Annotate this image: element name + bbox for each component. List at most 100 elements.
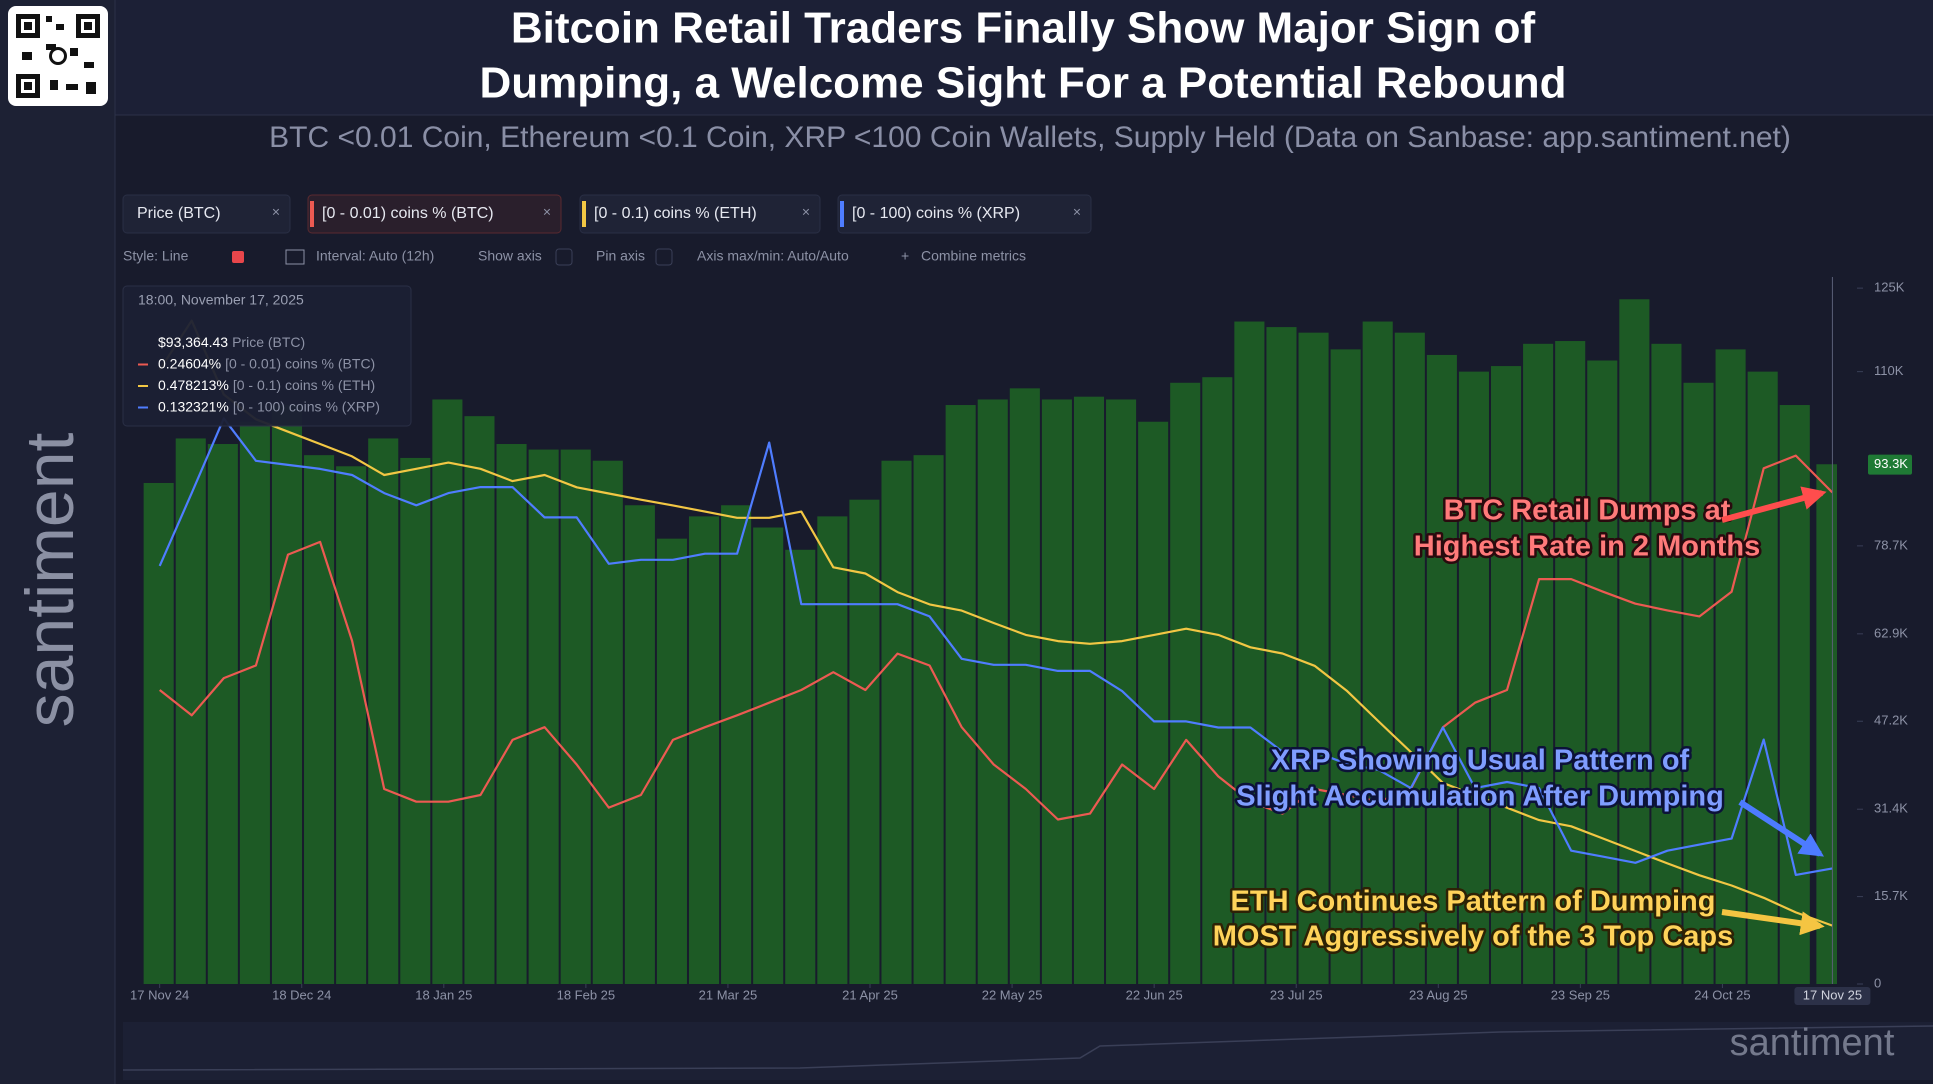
tooltip <box>122 285 412 427</box>
plot-area <box>143 299 1837 984</box>
color-swatch[interactable] <box>232 251 244 263</box>
y-tick-label: 110K <box>1874 363 1904 378</box>
series-line <box>158 417 1833 876</box>
bar <box>1555 341 1586 984</box>
bar <box>1587 360 1618 984</box>
bar <box>1298 332 1329 984</box>
bar <box>977 399 1008 984</box>
y-tick-label: 31.4K <box>1874 801 1908 816</box>
bar <box>881 460 912 984</box>
bar <box>1362 321 1393 984</box>
y-tick-label: 15.7K <box>1874 888 1908 903</box>
bar <box>368 438 399 984</box>
legend-close: × <box>802 204 810 220</box>
bar <box>913 455 944 984</box>
toolbar-item[interactable]: Combine metrics <box>921 248 1026 264</box>
legend-tab[interactable] <box>122 194 291 234</box>
tooltip-series: [0 - 0.01) coins % (BTC) <box>225 355 375 371</box>
x-tick-label: 17 Nov 24 <box>130 987 189 1002</box>
watermark: santiment <box>12 432 88 727</box>
annotations: BTC Retail Dumps at Highest Rate in 2 Mo… <box>1210 486 1827 955</box>
subtitle: BTC <0.01 Coin, Ethereum <0.1 Coin, XRP … <box>269 121 1791 154</box>
bar <box>1458 371 1489 984</box>
header-background <box>0 0 1933 115</box>
tooltip-value: 0.24604% <box>158 355 221 371</box>
bar <box>817 516 848 984</box>
y-tick-label: 0 <box>1874 975 1881 990</box>
tooltip-row: 0.24604% [0 - 0.01) coins % (BTC) <box>158 355 375 371</box>
bar <box>945 405 976 984</box>
toolbar-item[interactable]: Interval: Auto (12h) <box>316 248 434 264</box>
tooltip-value: 0.478213% <box>158 377 229 393</box>
bar <box>304 455 335 984</box>
x-tick-label: 24 Oct 25 <box>1694 987 1750 1002</box>
annotation-arrow <box>1721 909 1825 936</box>
annotation-text: Slight Accumulation After Dumping <box>1236 781 1724 813</box>
bar <box>528 449 559 984</box>
tooltip-row: 0.132321% [0 - 100) coins % (XRP) <box>158 398 380 414</box>
cursor-label-box <box>1794 987 1871 1005</box>
tooltip-series: Price (BTC) <box>232 334 305 350</box>
toolbar-item[interactable]: Pin axis <box>596 248 645 264</box>
bar <box>1619 299 1650 984</box>
toolbar-item[interactable]: Style: Line <box>123 248 189 264</box>
x-tick-label: 18 Feb 25 <box>557 987 616 1002</box>
price-marker-label: 93.3K <box>1874 456 1908 471</box>
overlay: 0 15.7K 31.4K 47.2K 62.9K 78.7K 110K 125K 17 Nov… <box>122 194 1912 1005</box>
bar <box>1170 382 1201 984</box>
legend-label: [0 - 0.1) coins % (ETH) <box>594 205 757 222</box>
bar <box>849 499 880 984</box>
title-line: Bitcoin Retail Traders Finally Show Majo… <box>511 4 1536 53</box>
y-tick-label: 47.2K <box>1874 713 1908 728</box>
toolbar: Style: Line Interval: Auto (12h) Show ax… <box>123 248 1026 266</box>
x-tick-label: 21 Apr 25 <box>842 987 898 1002</box>
x-tick-label: 23 Jul 25 <box>1270 987 1323 1002</box>
bar <box>464 416 495 984</box>
bar <box>1683 382 1714 984</box>
legend-tab[interactable] <box>837 194 1092 234</box>
checkbox[interactable] <box>655 248 673 266</box>
legend-close: × <box>543 204 551 220</box>
navigator[interactable] <box>123 1022 1933 1080</box>
toolbar-item[interactable]: Axis max/min: Auto/Auto <box>697 248 849 264</box>
bar <box>1009 388 1040 984</box>
bar <box>1330 349 1361 984</box>
bar <box>175 438 206 984</box>
tooltip-series: [0 - 100) coins % (XRP) <box>233 398 380 414</box>
bar <box>1715 349 1746 984</box>
tooltip-value: 0.132321% <box>158 398 229 414</box>
legend-close: × <box>272 204 280 220</box>
annotation-text: MOST Aggressively of the 3 Top Caps <box>1213 921 1734 953</box>
x-tick-label: 23 Sep 25 <box>1551 987 1610 1002</box>
plus-icon: + <box>901 248 909 264</box>
annotation-arrow <box>1738 799 1825 857</box>
legend-swatch <box>582 201 586 227</box>
legend-tab[interactable] <box>579 194 821 234</box>
watermark: santiment <box>1730 1022 1895 1064</box>
bar <box>1651 343 1682 984</box>
bar <box>400 457 431 984</box>
bar <box>432 399 463 984</box>
price-marker-box <box>1868 454 1912 475</box>
x-tick-label: 21 Mar 25 <box>699 987 758 1002</box>
y-tick-label: 125K <box>1874 280 1905 295</box>
legend-swatch <box>840 201 844 227</box>
bar <box>207 444 238 984</box>
toolbar-item[interactable]: Show axis <box>478 248 542 264</box>
bar <box>239 421 270 984</box>
tooltip-row: 0.478213% [0 - 0.1) coins % (ETH) <box>158 377 375 393</box>
bar <box>1779 405 1810 984</box>
legend-label: Price (BTC) <box>137 205 221 222</box>
bar <box>1394 332 1425 984</box>
annotation-arrow <box>1721 486 1827 523</box>
bar <box>1073 396 1105 984</box>
bar <box>656 538 687 984</box>
x-tick-label: 22 May 25 <box>982 987 1043 1002</box>
x-tick-label: 22 Jun 25 <box>1126 987 1183 1002</box>
bar <box>1266 327 1297 984</box>
legend-tab[interactable] <box>307 194 562 234</box>
tooltip-date: 18:00, November 17, 2025 <box>138 292 304 308</box>
navigator-line <box>122 1025 1933 1071</box>
checkbox[interactable] <box>555 248 573 266</box>
bar <box>785 549 816 984</box>
